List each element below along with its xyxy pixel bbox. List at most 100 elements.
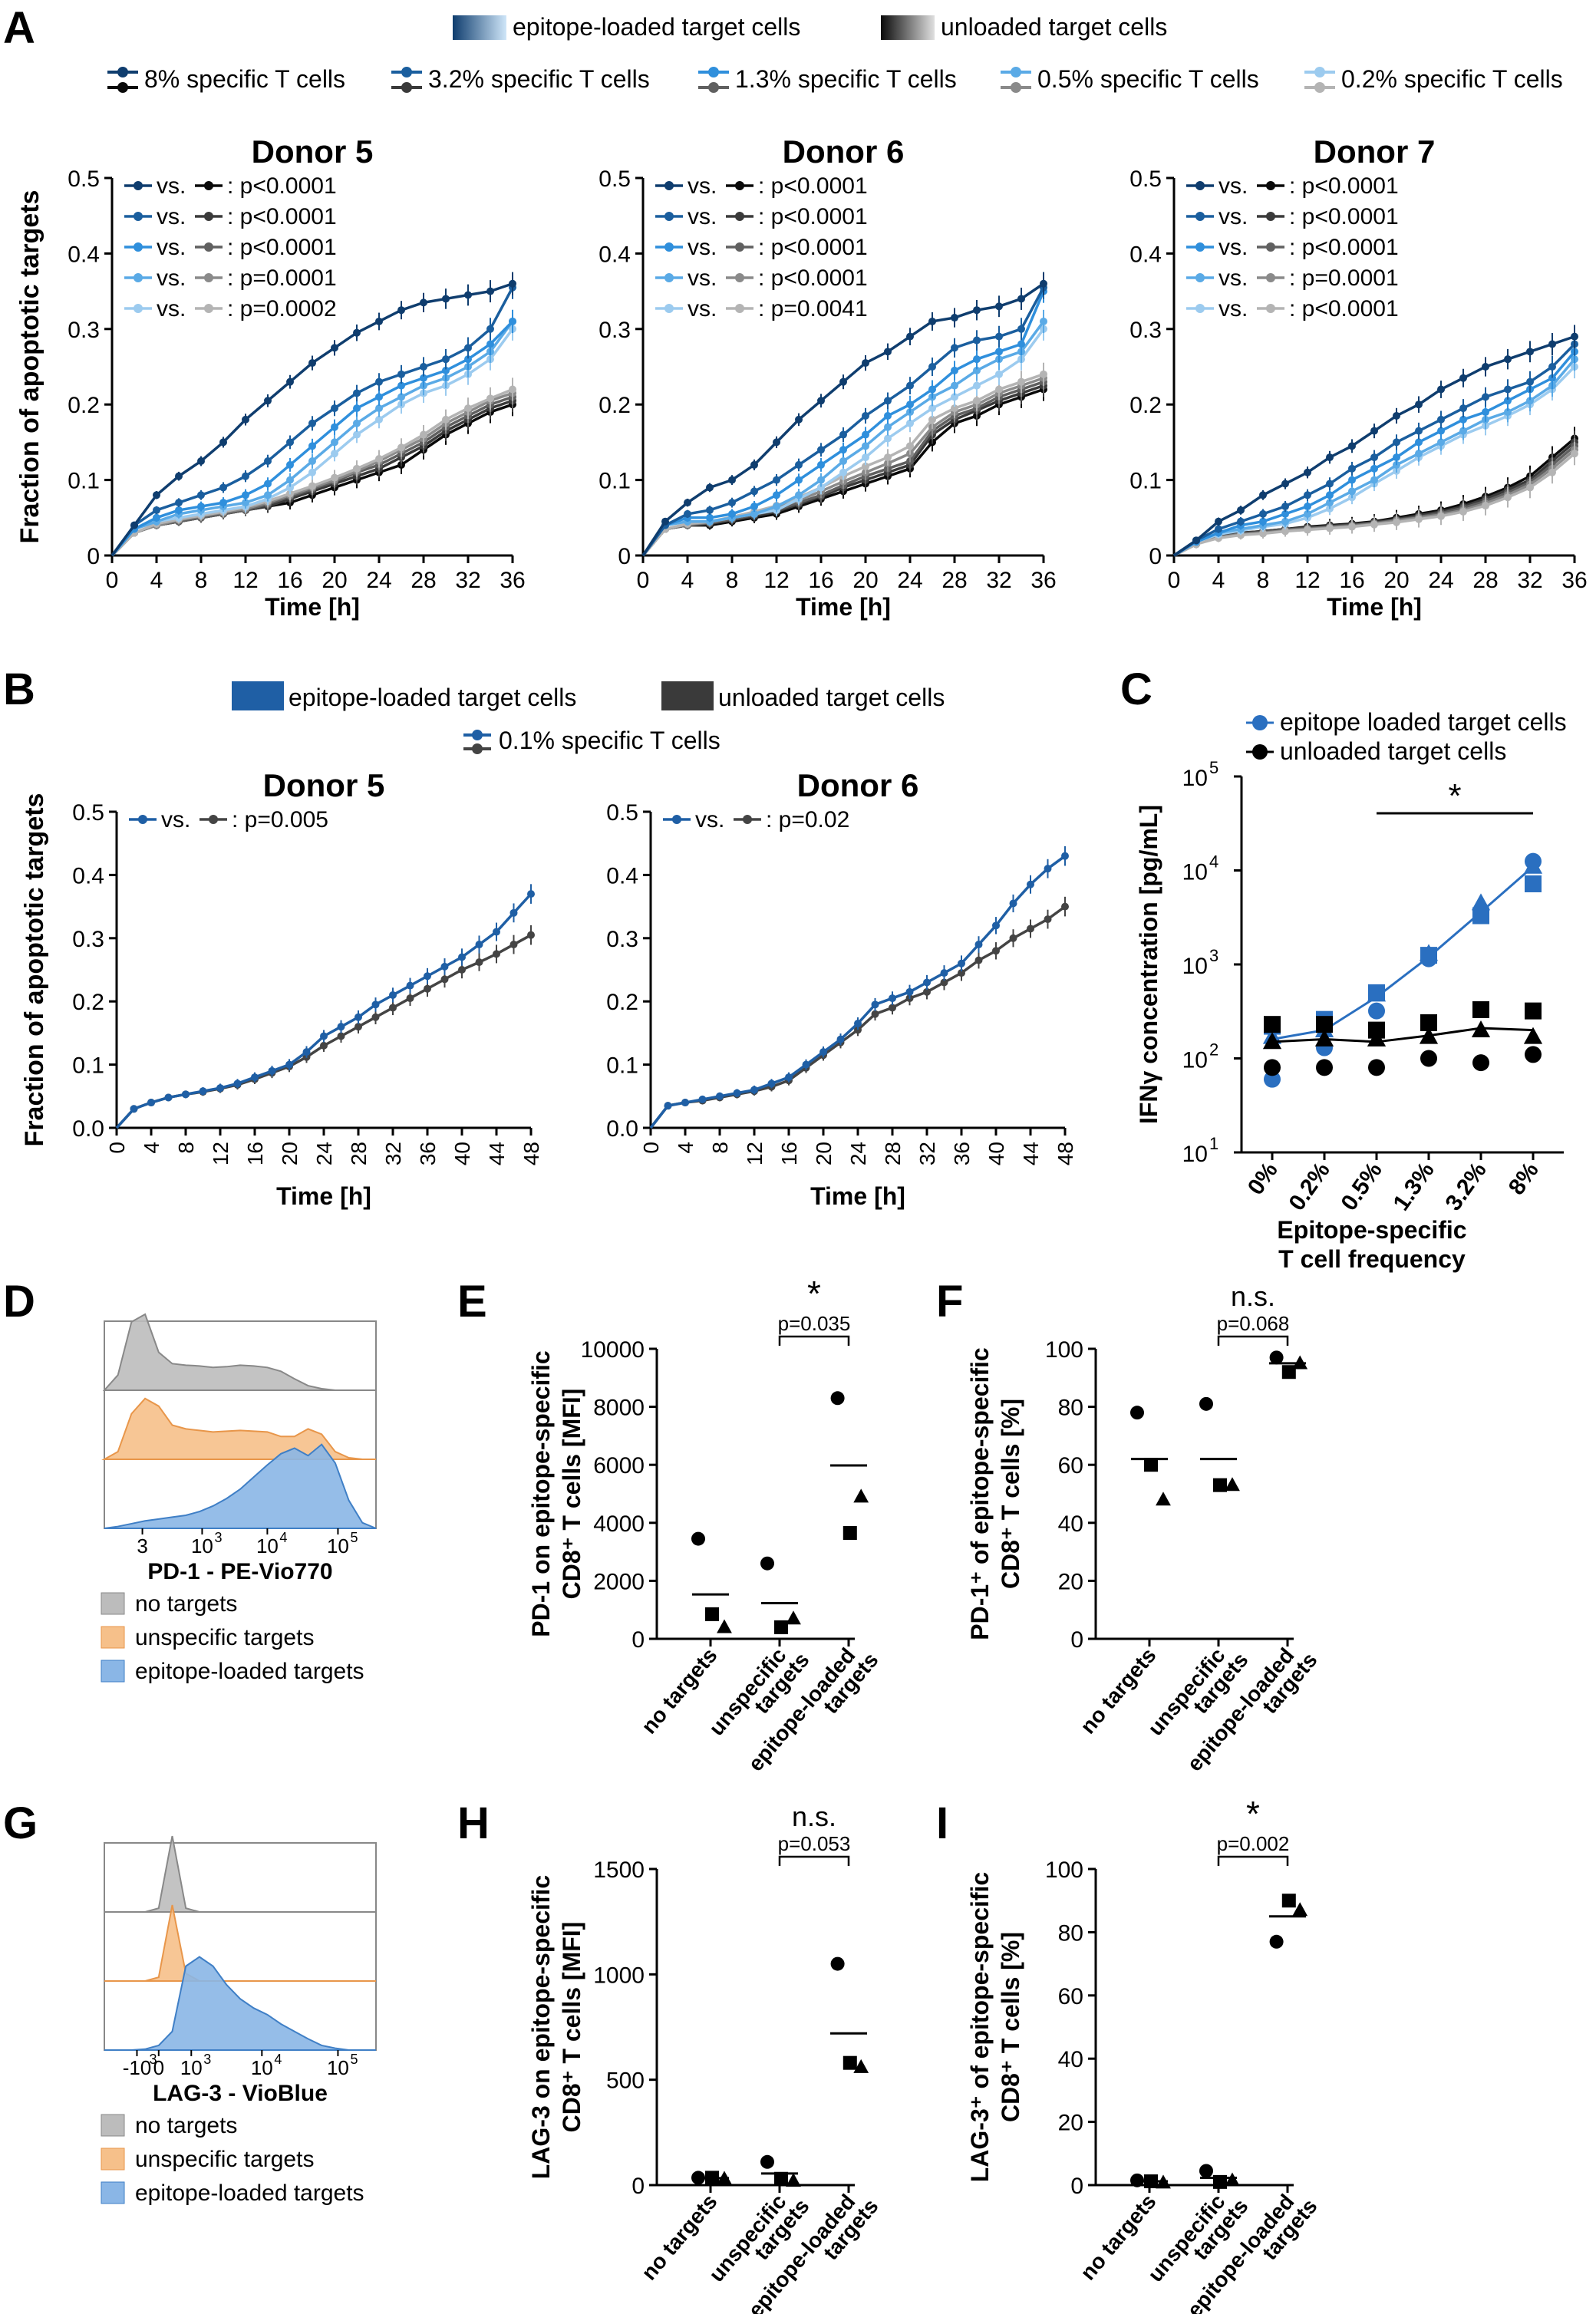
data-point xyxy=(995,370,1003,378)
data-point xyxy=(420,374,427,382)
data-point xyxy=(242,472,249,480)
data-point-square xyxy=(843,2055,857,2070)
y-tick-label: 0.5 xyxy=(72,800,104,826)
x-axis-title: Time [h] xyxy=(796,593,891,621)
data-point xyxy=(509,385,516,394)
chart-title: Donor 7 xyxy=(1314,134,1436,170)
data-point xyxy=(795,491,803,499)
pvalue-vs-label: vs. xyxy=(1218,235,1248,260)
data-point xyxy=(475,958,483,967)
histogram-curve-1 xyxy=(101,1397,376,1460)
significance-bracket xyxy=(1217,1855,1289,1866)
y-tick-exponent: 5 xyxy=(1209,758,1218,777)
data-point xyxy=(1393,518,1400,526)
data-point xyxy=(1393,411,1400,420)
data-point xyxy=(286,460,294,469)
x-tick-label: 12 xyxy=(1294,568,1320,593)
x-tick-label: 0 xyxy=(1168,568,1181,593)
data-point xyxy=(375,455,383,463)
data-point xyxy=(773,476,780,484)
data-point xyxy=(527,890,535,898)
legend-label-0: no targets xyxy=(135,2113,237,2138)
data-point xyxy=(286,476,294,484)
legend-swatch-2 xyxy=(101,2181,125,2204)
data-point-triangle xyxy=(853,1488,869,1503)
x-tick-label: 0 xyxy=(639,1142,663,1154)
data-point xyxy=(509,941,518,949)
x-tick-label: 4 xyxy=(674,1142,697,1154)
data-point xyxy=(199,1087,207,1096)
x-tick-label: 36 xyxy=(500,568,525,593)
y-tick-label: 100 xyxy=(1045,1337,1083,1363)
data-point xyxy=(992,921,1000,930)
data-point xyxy=(1370,476,1378,484)
data-point xyxy=(1437,415,1445,424)
pvalue-legend-marker xyxy=(664,273,674,282)
data-point xyxy=(1326,524,1334,532)
data-point xyxy=(442,295,450,303)
x-tick-label: 4 xyxy=(150,568,163,593)
data-point xyxy=(375,393,383,401)
x-tick-label: 8 xyxy=(174,1142,198,1154)
data-point xyxy=(397,393,405,401)
data-point xyxy=(1044,915,1052,924)
data-point xyxy=(839,430,847,439)
data-point xyxy=(153,506,160,514)
data-point xyxy=(1437,512,1445,520)
data-point xyxy=(406,994,414,1003)
x-tick-exponent: 3 xyxy=(149,2052,157,2067)
pvalue-legend-marker xyxy=(664,181,674,190)
data-point-triangle xyxy=(1262,1032,1282,1050)
data-point xyxy=(928,415,936,424)
data-point xyxy=(1526,377,1534,386)
y-tick-exponent: 2 xyxy=(1209,1040,1218,1060)
data-point xyxy=(940,978,948,987)
data-point xyxy=(1326,453,1334,462)
data-point xyxy=(509,317,516,325)
data-point xyxy=(233,1080,242,1088)
data-point xyxy=(750,1086,758,1094)
data-point xyxy=(264,457,272,465)
data-point xyxy=(375,317,383,325)
data-point xyxy=(375,377,383,386)
data-point xyxy=(884,348,892,356)
y-axis-title-line1: LAG-3 on epitope-specific xyxy=(527,1875,555,2179)
x-axis-title: Time [h] xyxy=(265,593,360,621)
data-point xyxy=(1027,925,1034,933)
data-point xyxy=(1326,480,1334,488)
data-point xyxy=(733,1089,741,1097)
legend-swatch-1 xyxy=(101,2148,125,2171)
x-tick-label: 0% xyxy=(1243,1158,1283,1199)
panelC-legend: epitope loaded target cells unloaded tar… xyxy=(1246,708,1567,765)
data-point-square xyxy=(1472,1000,1489,1018)
data-point xyxy=(785,1073,793,1082)
panel-letter-B: B xyxy=(3,664,35,714)
data-point xyxy=(1348,476,1356,484)
x-tick-label: 24 xyxy=(312,1142,336,1165)
x-tick-exponent: 3 xyxy=(214,1530,222,1545)
pvalue-legend-marker xyxy=(1195,273,1205,282)
data-point xyxy=(973,336,981,344)
data-point xyxy=(1061,902,1069,911)
p-value-label: p=0.068 xyxy=(1217,1312,1290,1335)
data-point xyxy=(951,314,958,322)
pvalue-vs-label: vs. xyxy=(1218,173,1248,199)
x-axis-title: Time [h] xyxy=(810,1182,905,1210)
x-tick-label: 32 xyxy=(455,568,480,593)
chart-B-donor5: 0.00.10.20.30.40.50 4 8 12 16 20 24 28 32 36 40 44 4… xyxy=(20,767,543,1210)
x-axis-title-line1: Epitope-specific xyxy=(1277,1216,1466,1244)
data-point xyxy=(973,306,981,315)
y-tick-label: 0.2 xyxy=(72,990,104,1015)
data-point xyxy=(1348,487,1356,496)
x-tick-label: 44 xyxy=(1019,1142,1043,1165)
y-tick-label: 20 xyxy=(1058,1569,1083,1594)
series-line xyxy=(649,905,1067,1129)
data-point xyxy=(1304,491,1311,499)
pvalue-legend-marker xyxy=(134,181,143,190)
data-point xyxy=(308,482,316,490)
